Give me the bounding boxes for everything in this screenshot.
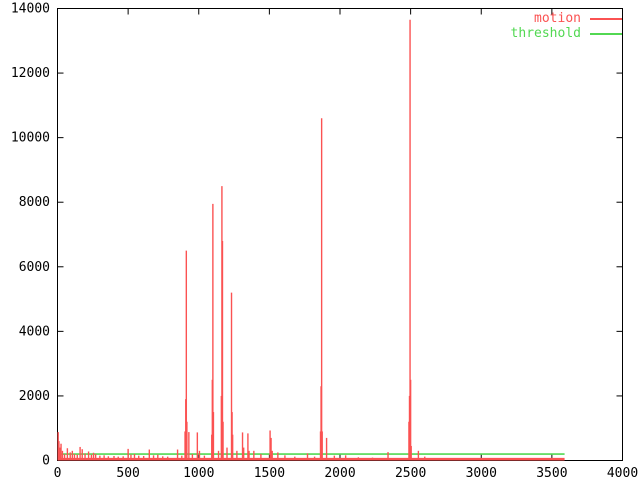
y-tick-label: 2000 [19,389,50,404]
x-tick-label: 2500 [395,466,426,480]
x-tick-label: 3500 [536,466,567,480]
y-tick-label: 12000 [11,66,50,81]
legend: motion threshold [511,12,622,40]
x-tick-label: 4000 [607,466,638,480]
legend-item-motion: motion [511,12,622,25]
x-tick-label: 0 [54,466,62,480]
legend-line-threshold [590,32,622,35]
x-tick-label: 1000 [183,466,214,480]
legend-label-motion: motion [534,11,581,26]
x-tick-label: 500 [116,466,139,480]
y-tick-label: 14000 [11,2,50,17]
legend-line-motion [590,17,622,20]
y-tick-label: 10000 [11,131,50,146]
y-tick-label: 0 [42,454,50,469]
y-tick-label: 8000 [19,195,50,210]
plot-border [57,8,623,461]
y-tick-label: 4000 [19,324,50,339]
x-tick-label: 2000 [324,466,355,480]
x-tick-label: 1500 [254,466,285,480]
x-tick-label: 3000 [466,466,497,480]
legend-item-threshold: threshold [511,27,622,40]
legend-label-threshold: threshold [510,26,581,41]
y-tick-label: 6000 [19,260,50,275]
